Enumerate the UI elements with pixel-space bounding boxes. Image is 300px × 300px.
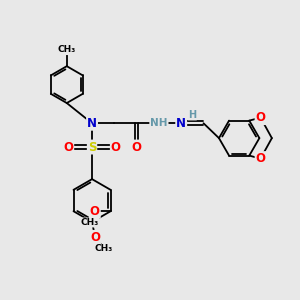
Text: O: O xyxy=(132,140,142,154)
Text: CH₃: CH₃ xyxy=(95,244,113,253)
Text: O: O xyxy=(256,111,266,124)
Text: N: N xyxy=(87,117,97,130)
Text: NH: NH xyxy=(150,118,168,128)
Text: N: N xyxy=(176,117,186,130)
Text: O: O xyxy=(63,140,73,154)
Text: O: O xyxy=(111,140,121,154)
Text: H: H xyxy=(188,110,196,120)
Text: S: S xyxy=(88,140,96,154)
Text: CH₃: CH₃ xyxy=(58,45,76,54)
Text: O: O xyxy=(256,152,266,165)
Text: O: O xyxy=(90,231,100,244)
Text: O: O xyxy=(90,205,100,218)
Text: CH₃: CH₃ xyxy=(81,218,99,227)
